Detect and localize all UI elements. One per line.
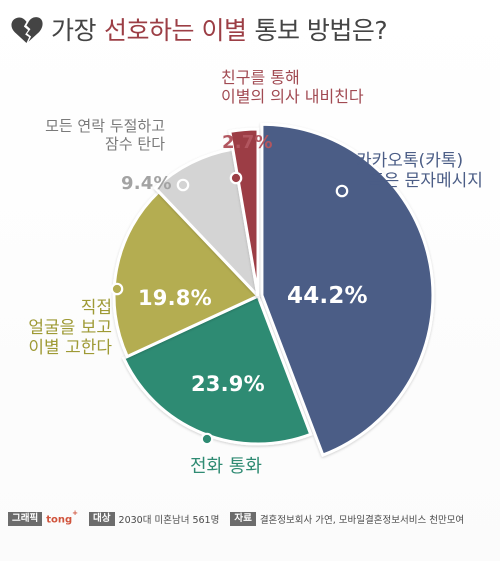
label-direct-line-2: 얼굴을 보고 xyxy=(28,318,112,339)
source-value: 결혼정보회사 가연, 모바일결혼정보서비스 천만모여 xyxy=(259,515,465,526)
label-direct-line-3: 이별 고한다 xyxy=(28,338,112,359)
brand-sup: + xyxy=(72,509,79,518)
value-friend: 2.7% xyxy=(222,132,273,153)
graphic-tag: 그래픽 xyxy=(8,512,43,526)
pie-slice-0 xyxy=(260,122,435,457)
value-phone: 23.9% xyxy=(191,372,265,396)
pie-slice-2 xyxy=(112,189,261,359)
pie-slice-4 xyxy=(228,127,260,297)
label-direct-line-1: 직접 xyxy=(80,298,112,318)
title-part-1: 가장 xyxy=(51,15,97,45)
target-tag: 대상 xyxy=(89,512,115,526)
label-ghost-line-1: 모든 연락 두절하고 xyxy=(45,117,165,135)
chart-title: 가장 선호하는 이별 통보 방법은? xyxy=(10,10,490,50)
pie-slice-1 xyxy=(121,293,313,446)
marker-direct xyxy=(110,282,124,296)
value-direct: 19.8% xyxy=(138,286,212,310)
label-friend-line-1: 친구를 통해 xyxy=(221,68,300,87)
target-value: 2030대 미혼남녀 561명 xyxy=(118,515,220,526)
label-ghost: 모든 연락 두절하고 잠수 탄다 xyxy=(27,117,165,153)
source-tag: 자료 xyxy=(230,512,256,526)
marker-kakao xyxy=(335,184,349,198)
title-part-2: 선호하는 이별 xyxy=(104,15,247,45)
brand-mark: tong+ xyxy=(46,509,79,526)
label-phone-line-1: 전화 통화 xyxy=(190,456,262,477)
label-ghost-line-2: 잠수 탄다 xyxy=(105,134,165,153)
label-phone: 전화 통화 xyxy=(190,456,262,477)
chart-footer: 그래픽 tong+ 대상 2030대 미혼남녀 561명 자료 결혼정보회사 가… xyxy=(8,508,492,530)
label-kakao: 카카오톡(카톡) 혹은 문자메시지 xyxy=(356,151,483,191)
label-friend: 친구를 통해 이별의 의사 내비친다 xyxy=(221,68,364,107)
value-kakao: 44.2% xyxy=(287,283,368,309)
marker-ghost xyxy=(176,178,190,192)
title-part-3: 통보 방법은? xyxy=(254,15,388,45)
broken-heart-icon xyxy=(11,16,43,43)
brand-text: tong xyxy=(46,514,73,526)
label-direct: 직접 얼굴을 보고 이별 고한다 xyxy=(26,298,112,358)
marker-friend xyxy=(229,171,243,185)
marker-phone xyxy=(200,432,214,446)
value-ghost: 9.4% xyxy=(121,173,172,194)
label-kakao-line-1: 카카오톡(카톡) xyxy=(356,151,464,171)
label-kakao-line-2: 혹은 문자메시지 xyxy=(368,171,483,192)
label-friend-line-2: 이별의 의사 내비친다 xyxy=(221,86,364,106)
